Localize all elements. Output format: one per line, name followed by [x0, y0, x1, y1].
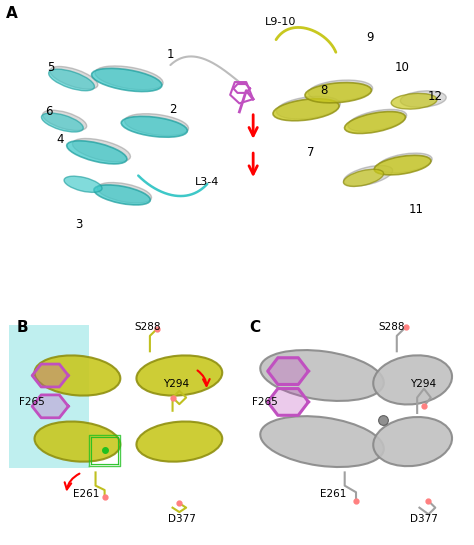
Ellipse shape	[378, 153, 432, 173]
Text: 2: 2	[169, 103, 176, 116]
Text: F265: F265	[252, 397, 278, 407]
Text: C: C	[250, 320, 261, 335]
Ellipse shape	[374, 155, 431, 175]
Ellipse shape	[260, 350, 384, 401]
Ellipse shape	[309, 80, 373, 101]
Ellipse shape	[97, 183, 152, 203]
Text: 8: 8	[321, 84, 328, 97]
Text: S288: S288	[379, 322, 405, 332]
Ellipse shape	[345, 112, 405, 134]
Ellipse shape	[391, 93, 437, 109]
Text: 12: 12	[427, 90, 442, 104]
Text: 4: 4	[56, 133, 64, 146]
Ellipse shape	[273, 99, 339, 121]
Ellipse shape	[41, 113, 83, 132]
Ellipse shape	[260, 416, 384, 467]
Polygon shape	[9, 325, 89, 468]
Ellipse shape	[35, 421, 120, 462]
Polygon shape	[32, 395, 68, 418]
Text: L3-4: L3-4	[195, 177, 219, 187]
Ellipse shape	[348, 110, 407, 131]
Text: 9: 9	[367, 31, 374, 44]
Text: 6: 6	[45, 105, 52, 118]
Text: Y294: Y294	[164, 379, 190, 389]
Ellipse shape	[73, 138, 130, 162]
Ellipse shape	[125, 114, 189, 136]
Text: 5: 5	[47, 60, 55, 74]
Ellipse shape	[344, 166, 392, 186]
Text: D377: D377	[168, 514, 196, 524]
Ellipse shape	[35, 355, 120, 396]
Ellipse shape	[67, 141, 127, 164]
Ellipse shape	[91, 68, 162, 92]
Ellipse shape	[49, 69, 94, 90]
Text: S288: S288	[134, 322, 161, 332]
Ellipse shape	[276, 96, 340, 119]
Ellipse shape	[64, 176, 102, 192]
Ellipse shape	[94, 185, 150, 205]
Ellipse shape	[401, 91, 446, 107]
Text: 10: 10	[395, 60, 410, 74]
Text: 1: 1	[167, 48, 174, 61]
Text: D377: D377	[410, 514, 438, 524]
Polygon shape	[32, 364, 68, 387]
Ellipse shape	[305, 83, 372, 103]
Text: 11: 11	[409, 203, 424, 216]
Polygon shape	[268, 389, 309, 415]
Text: E261: E261	[320, 489, 346, 499]
Ellipse shape	[50, 66, 98, 89]
Ellipse shape	[137, 421, 222, 462]
Ellipse shape	[344, 169, 383, 186]
Text: 7: 7	[307, 146, 314, 159]
Text: A: A	[6, 7, 18, 21]
Text: 3: 3	[75, 218, 82, 231]
Text: Y294: Y294	[410, 379, 437, 389]
Polygon shape	[268, 358, 309, 384]
Text: B: B	[16, 320, 28, 335]
Ellipse shape	[373, 417, 452, 466]
Text: F265: F265	[18, 397, 44, 407]
Text: E261: E261	[73, 489, 99, 499]
Ellipse shape	[95, 66, 163, 90]
Ellipse shape	[373, 355, 452, 404]
Ellipse shape	[43, 110, 87, 130]
Ellipse shape	[121, 117, 187, 137]
Text: L9-10: L9-10	[265, 17, 296, 27]
Ellipse shape	[137, 355, 222, 396]
